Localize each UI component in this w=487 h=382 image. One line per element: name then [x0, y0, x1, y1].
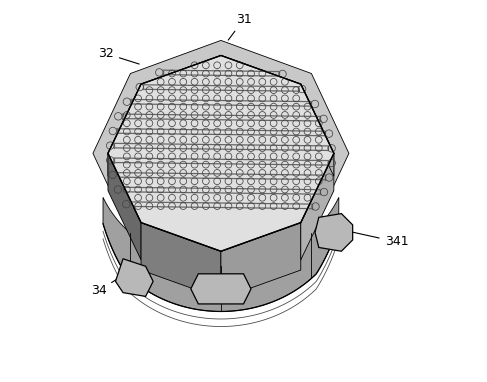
Polygon shape	[301, 153, 334, 260]
Polygon shape	[108, 84, 141, 176]
Polygon shape	[93, 40, 349, 266]
Polygon shape	[315, 214, 353, 251]
Polygon shape	[191, 274, 251, 304]
Polygon shape	[108, 153, 141, 260]
Text: 31: 31	[228, 13, 251, 40]
Polygon shape	[141, 223, 221, 299]
Polygon shape	[301, 84, 334, 176]
Polygon shape	[115, 259, 153, 296]
Polygon shape	[221, 223, 301, 299]
Polygon shape	[108, 55, 334, 251]
Text: 341: 341	[348, 231, 408, 248]
Text: 34: 34	[91, 270, 132, 297]
Polygon shape	[108, 55, 334, 251]
Polygon shape	[103, 197, 339, 311]
Text: 32: 32	[98, 47, 139, 64]
